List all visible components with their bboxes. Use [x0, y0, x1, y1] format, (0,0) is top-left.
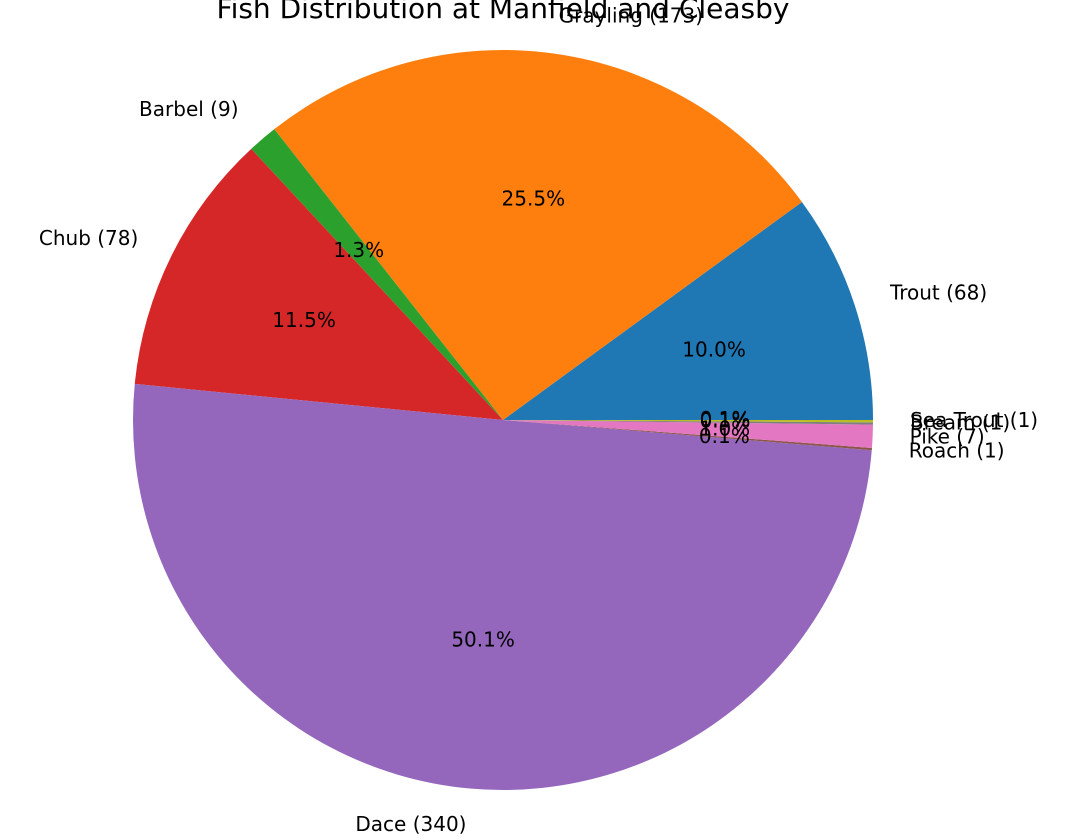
pie-wedge: [251, 129, 503, 421]
pie-wedge: [274, 50, 802, 420]
percent-label: 50.1%: [451, 628, 515, 652]
chart-title: Fish Distribution at Manfield and Cleasb…: [217, 0, 790, 25]
pie-wedge: [503, 420, 873, 425]
percent-label: 10.0%: [682, 338, 746, 362]
percent-label: 0.1%: [699, 424, 750, 448]
pie-wedge: [503, 201, 873, 420]
percent-label: 11.5%: [272, 308, 336, 332]
wedge-label: Roach (1): [909, 439, 1005, 463]
pie-wedge: [503, 420, 873, 423]
wedge-label: Dace (340): [355, 812, 466, 836]
pie-wedge: [133, 383, 872, 790]
percent-label: 25.5%: [502, 187, 566, 211]
wedge-label: Pike (7): [910, 424, 985, 448]
pie-wedge: [503, 420, 872, 451]
wedge-label: Trout (68): [889, 280, 987, 304]
percent-label: 1.0%: [699, 416, 750, 440]
wedge-label: Chub (78): [39, 226, 138, 250]
percent-label: 0.1%: [700, 407, 751, 431]
wedge-label: Barbel (9): [139, 97, 238, 121]
percent-label: 0.1%: [700, 409, 751, 433]
pie-wedge: [503, 420, 873, 448]
wedge-label: Sea Trout (1): [910, 408, 1038, 432]
wedge-label: Grayling (173): [559, 3, 703, 27]
percent-label: 1.3%: [333, 238, 384, 262]
wedge-label: Bream (1): [910, 410, 1010, 434]
pie-wedge: [134, 148, 503, 420]
